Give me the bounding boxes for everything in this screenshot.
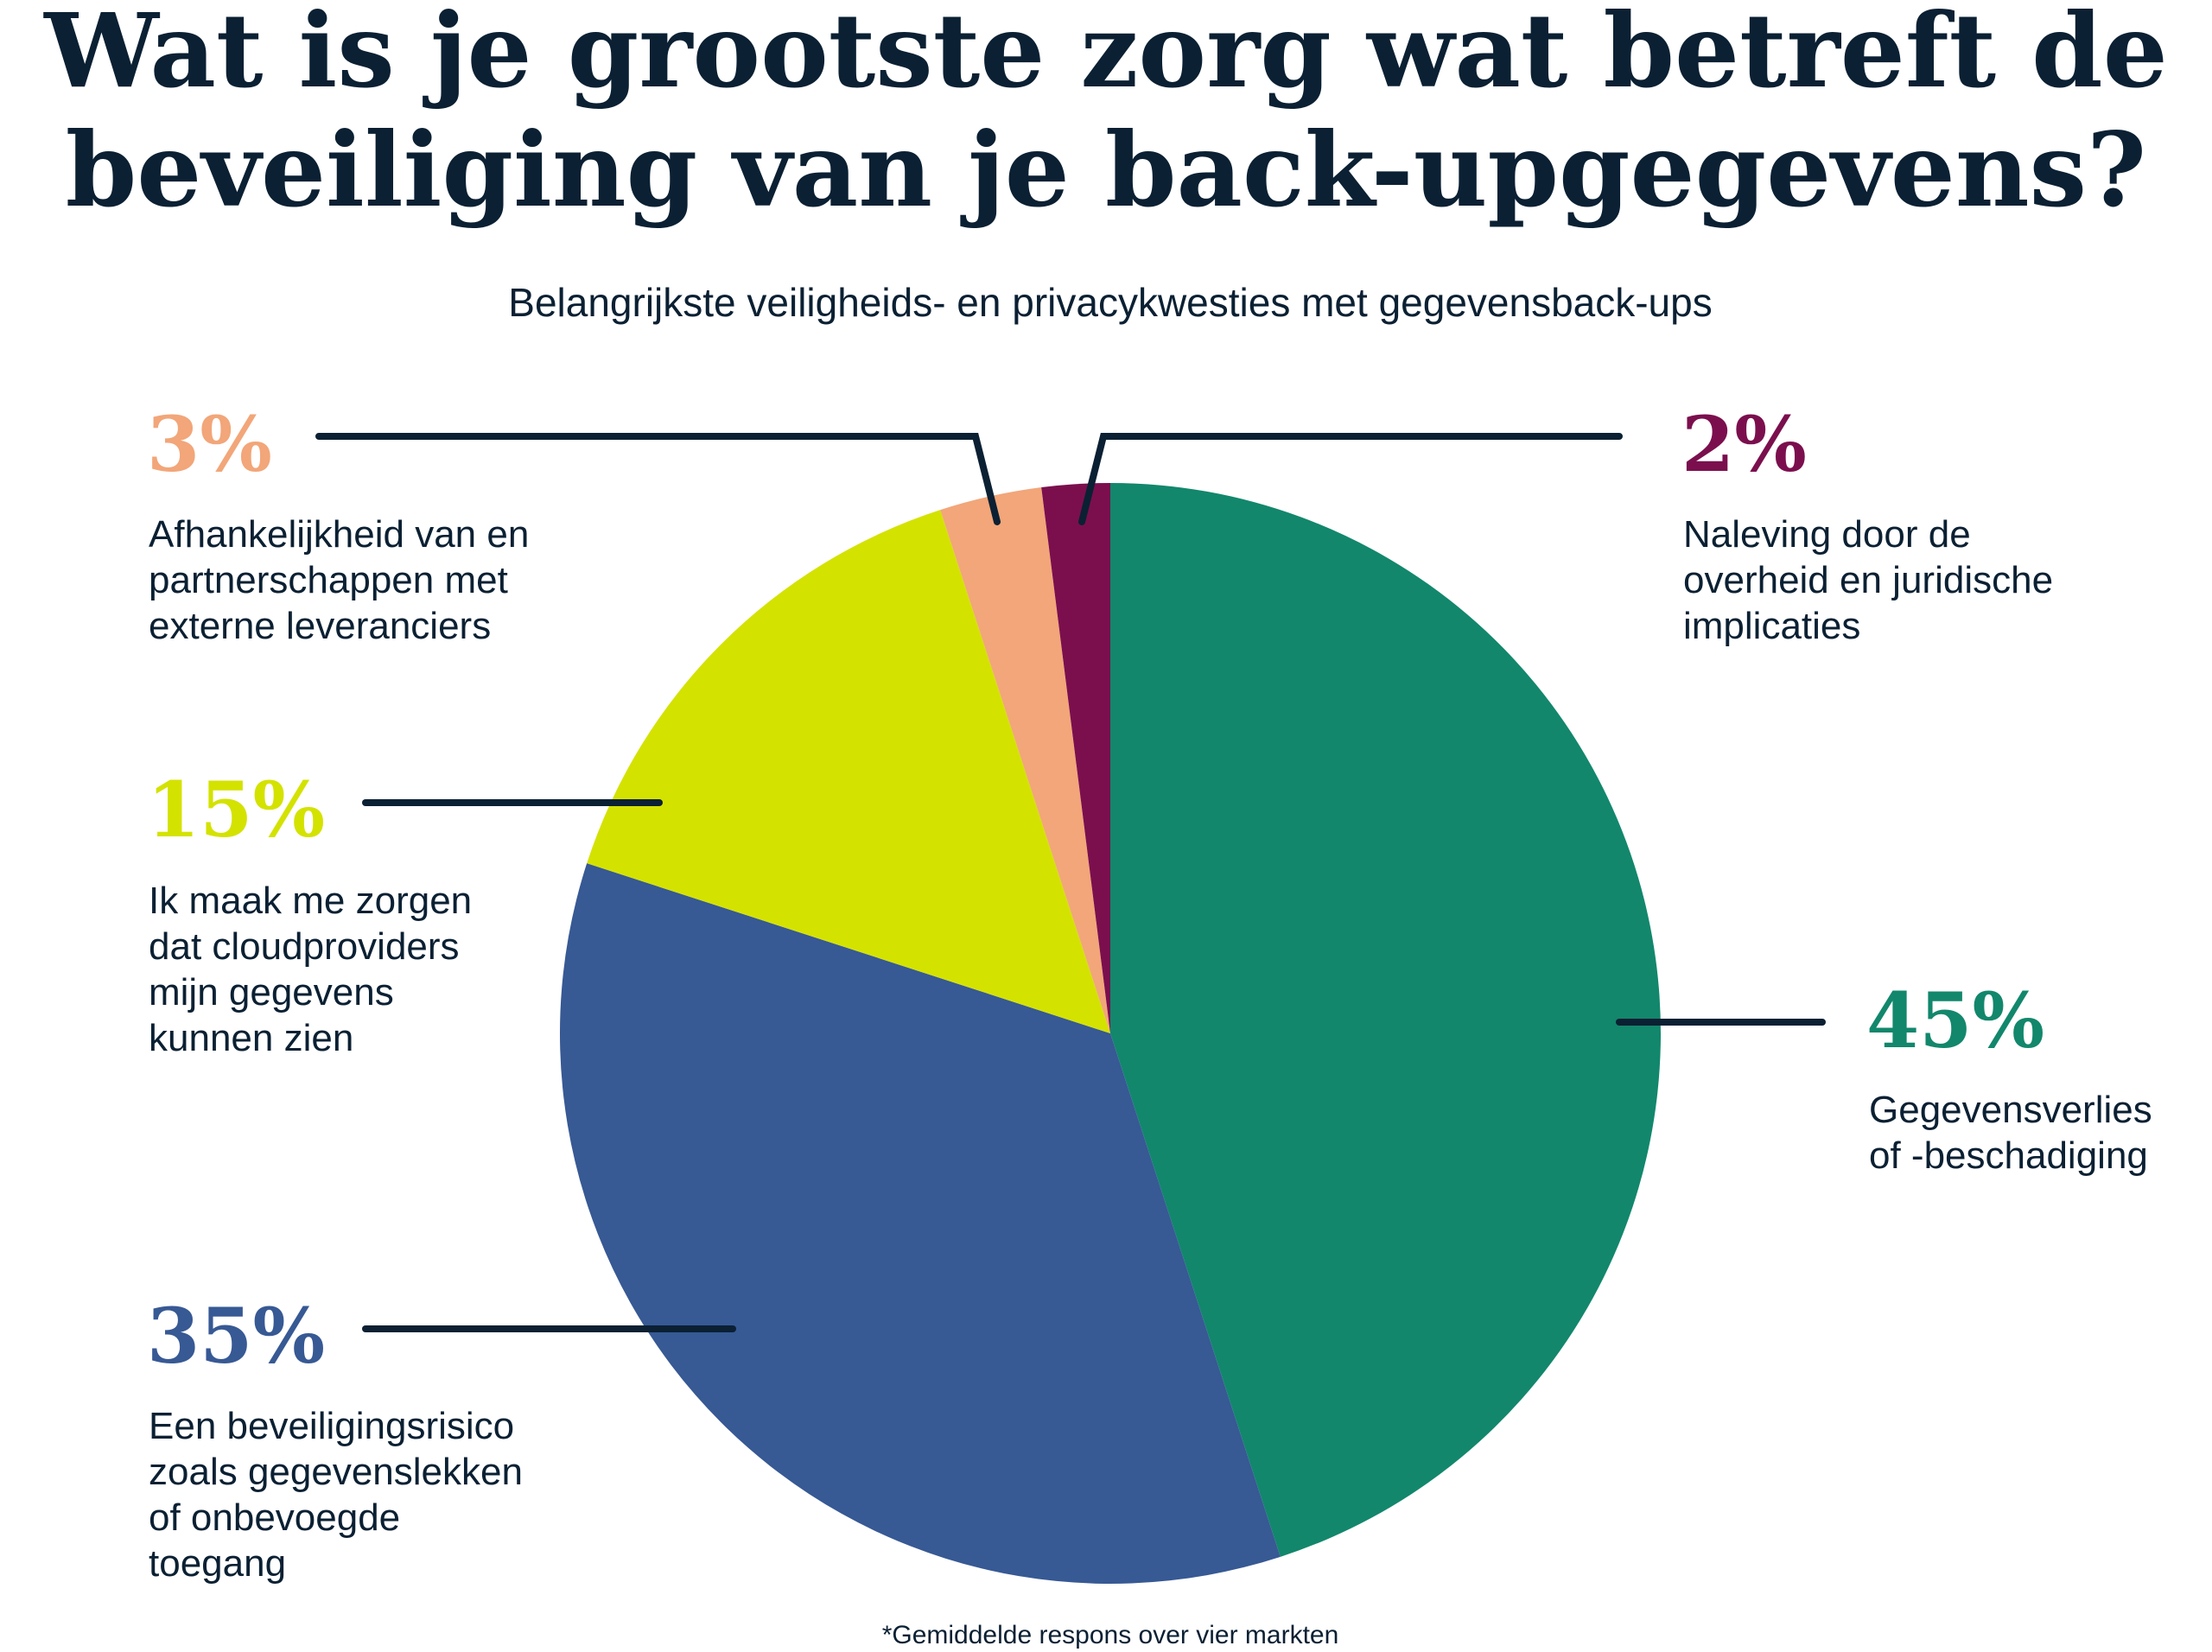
- category-label-35: Een beveiligingsrisico zoals gegevenslek…: [149, 1405, 533, 1585]
- data-label-15: 15%: [147, 765, 325, 855]
- pie: [559, 483, 1661, 1584]
- pie-slice-2: [1041, 483, 1110, 1033]
- category-label-15: Ik maak me zorgen dat cloudproviders mij…: [149, 880, 482, 1059]
- category-label-3: Afhankelijkheid van en partnerschappen m…: [149, 513, 540, 647]
- category-label-45: Gegevensverlies of -beschadiging: [1869, 1089, 2163, 1177]
- data-label-2: 2%: [1681, 399, 1807, 489]
- chart-title-line-1: Wat is je grootste zorg wat betreft de: [42, 0, 2168, 111]
- chart-subtitle: Belangrijkste veiligheids- en privacykwe…: [508, 280, 1712, 325]
- data-label-45: 45%: [1866, 975, 2044, 1065]
- category-label-2: Naleving door de overheid en juridische …: [1683, 513, 2063, 647]
- pie-slice-35: [559, 863, 1281, 1584]
- chart-title-line-2: beveiliging van je back-upgegevens?: [66, 110, 2146, 230]
- data-label-35: 35%: [147, 1291, 325, 1381]
- pie-slice-15: [587, 510, 1110, 1033]
- data-label-3: 3%: [147, 399, 272, 489]
- pie-slice-45: [1110, 483, 1661, 1557]
- leader-line-3: [315, 433, 1001, 525]
- footnote: *Gemiddelde respons over vier markten: [882, 1621, 1339, 1649]
- leader-line-2: [1078, 433, 1623, 525]
- pie-slice-3: [940, 487, 1110, 1033]
